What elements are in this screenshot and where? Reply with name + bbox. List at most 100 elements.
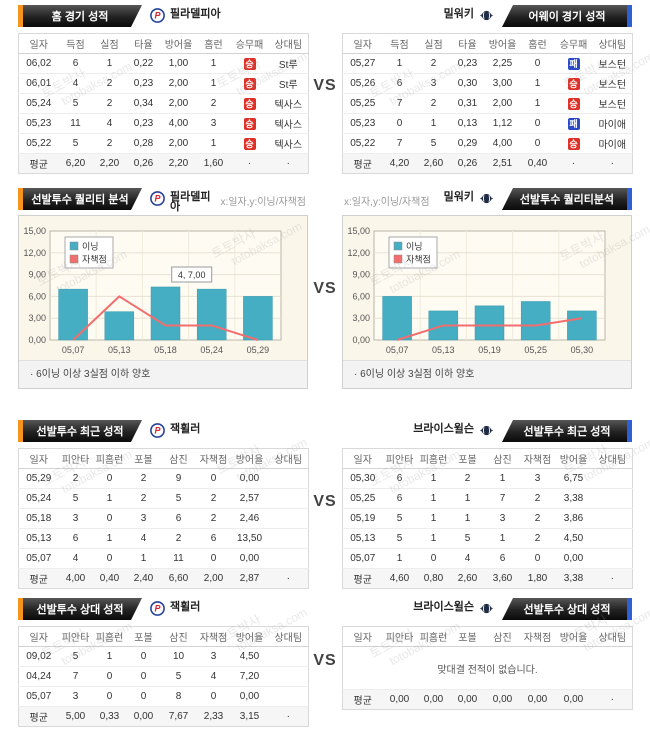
- axis-legend-label: x:일자,y:이닝/자책점: [344, 197, 430, 208]
- column-header: 타율: [450, 33, 485, 54]
- win-badge: 승: [243, 97, 256, 110]
- table-cell: 0,00: [520, 689, 555, 710]
- table-row: 05,26 6 3 0,30 3,00 1 승 보스턴: [342, 73, 633, 94]
- table-cell: 3: [58, 508, 93, 529]
- table-cell: 05,23: [342, 113, 383, 134]
- win-badge: 승: [243, 117, 256, 130]
- table-cell: 2: [92, 73, 127, 94]
- table-cell: 0,34: [126, 93, 161, 114]
- table-cell: 승: [554, 73, 593, 94]
- average-row: 평균 5,00 0,33 0,00 7,67 2,33 3,15 ·: [18, 706, 309, 727]
- svg-text:0,00: 0,00: [28, 335, 46, 345]
- header-recent-left: 선발투수 최근 성적 P 잭휠러: [18, 420, 308, 442]
- table-cell: 0: [520, 548, 555, 569]
- table-cell: 2,00: [196, 568, 231, 589]
- table-cell: 6: [196, 528, 231, 549]
- table-cell: 6,60: [160, 568, 197, 589]
- table-cell: [268, 468, 309, 489]
- table-cell: 승: [230, 53, 269, 74]
- column-header: 삼진: [160, 448, 197, 469]
- table-header-row: 일자 피안타 피홈런 포볼 삼진 자책점 방어율 상대팀: [18, 626, 309, 647]
- table-cell: ·: [592, 153, 633, 174]
- away-record-table: 일자 득점 실점 타율 방어율 홈런 승무패 상대팀 05,27 1 2 0,23 2,25 0 패 보스턴 0…: [342, 33, 633, 174]
- column-header: 상대팀: [592, 626, 633, 647]
- table-cell: 0,00: [554, 689, 593, 710]
- column-header: 방어율: [554, 448, 593, 469]
- column-header: 방어율: [230, 448, 269, 469]
- table-cell: 0,28: [126, 133, 161, 154]
- table-cell: 4,00: [484, 133, 521, 154]
- svg-text:자책점: 자책점: [406, 254, 431, 265]
- table-cell: 2,00: [160, 133, 197, 154]
- header-home-record: 홈 경기 성적 P 필라델피아: [18, 5, 308, 27]
- vs-label: VS: [313, 492, 337, 510]
- header-quality-right: x:일자,y:이닝/자책점 밀워키 선발투수 퀄리티분석: [342, 188, 632, 210]
- phillies-logo: P: [150, 8, 165, 23]
- blue-accent-bar: [627, 188, 632, 210]
- column-header: 상대팀: [268, 33, 309, 54]
- table-cell: 0: [92, 686, 127, 707]
- table-cell: [268, 488, 309, 509]
- column-header: 일자: [342, 33, 383, 54]
- table-cell: [592, 528, 633, 549]
- table-cell: 0: [92, 468, 127, 489]
- table-cell: [268, 508, 309, 529]
- table-cell: 1,80: [520, 568, 555, 589]
- table-header-row: 일자 피안타 피홈런 포볼 삼진 자책점 방어율 상대팀: [18, 448, 309, 469]
- table-cell: 평균: [18, 568, 59, 589]
- svg-text:4, 7,00: 4, 7,00: [178, 270, 206, 280]
- brewers-logo: [480, 425, 493, 436]
- table-cell: 2: [126, 468, 161, 489]
- column-header: 상대팀: [268, 626, 309, 647]
- win-badge: 승: [567, 137, 580, 150]
- table-cell: 7: [58, 666, 93, 687]
- table-cell: 1: [484, 528, 521, 549]
- section-versus-pitching: 선발투수 상대 성적 P 잭휠러 일자 피안타 피홈런 포볼 삼진 자책점 방어율 상대팀 09…: [0, 598, 650, 727]
- table-row: 05,25 6 1 1 7 2 3,38: [342, 488, 633, 509]
- column-header: 실점: [416, 33, 451, 54]
- table-cell: 0,00: [230, 686, 269, 707]
- table-cell: ·: [592, 568, 633, 589]
- table-cell: 0,22: [126, 53, 161, 74]
- table-cell: 0,30: [450, 73, 485, 94]
- table-row: 05,13 5 1 5 1 2 4,50: [342, 528, 633, 549]
- quality-chart-left: 0,00 3,00 6,00 9,00 12,00 15,00 05,07 05,13 05,1…: [23, 226, 282, 355]
- stats-table: 일자 피안타 피홈런 포볼 삼진 자책점 방어율 상대팀 05,30 6 1 2 1 3 6,75 05,25…: [342, 448, 633, 589]
- table-cell: 1: [416, 508, 451, 529]
- table-cell: 6: [382, 468, 417, 489]
- table-cell: [592, 468, 633, 489]
- column-header: 방어율: [554, 626, 593, 647]
- svg-text:이닝: 이닝: [406, 242, 423, 252]
- svg-text:05,29: 05,29: [247, 345, 270, 355]
- table-cell: 3: [196, 113, 231, 134]
- column-header: 방어율: [230, 626, 269, 647]
- table-cell: 05,27: [342, 53, 383, 74]
- table-cell: 5: [382, 528, 417, 549]
- table-cell: 09,02: [18, 646, 59, 667]
- column-header: 자책점: [520, 448, 555, 469]
- chart-note: · 6이닝 이상 3실점 이하 양호: [19, 360, 307, 388]
- table-cell: 2,57: [230, 488, 269, 509]
- average-row: 평균 0,00 0,00 0,00 0,00 0,00 0,00 ·: [342, 689, 633, 710]
- table-cell: 0,00: [126, 706, 161, 727]
- column-header: 상대팀: [268, 448, 309, 469]
- table-cell: St루: [268, 53, 309, 74]
- table-cell: 5: [58, 133, 93, 154]
- column-header: 포볼: [450, 448, 485, 469]
- table-cell: 승: [230, 93, 269, 114]
- table-cell: 8: [160, 686, 197, 707]
- table-cell: 0: [92, 666, 127, 687]
- column-header: 피홈런: [92, 448, 127, 469]
- table-cell: 2: [520, 488, 555, 509]
- column-header: 삼진: [484, 626, 521, 647]
- table-cell: 5: [416, 133, 451, 154]
- svg-text:05,24: 05,24: [200, 345, 223, 355]
- section-title-versus-right: 선발투수 상대 성적: [502, 598, 627, 620]
- vs-label: VS: [313, 280, 337, 297]
- table-cell: 0,40: [520, 153, 555, 174]
- svg-text:9,00: 9,00: [352, 270, 370, 280]
- table-cell: 3,38: [554, 568, 593, 589]
- table-cell: 4,60: [382, 568, 417, 589]
- table-cell: 05,07: [18, 548, 59, 569]
- table-cell: 2,33: [196, 706, 231, 727]
